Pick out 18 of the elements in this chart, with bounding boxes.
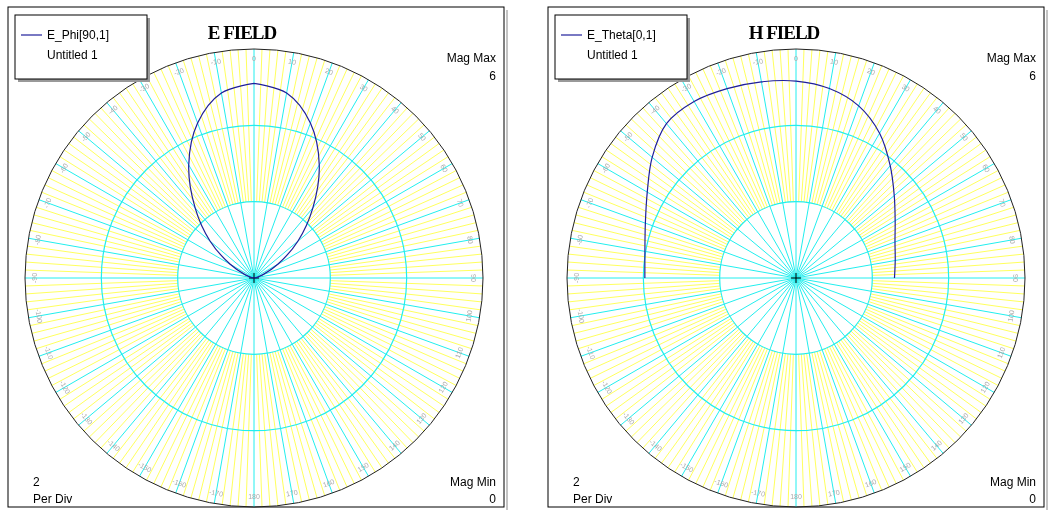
text: 6 [489,69,497,83]
chart-title: H FIELD [748,22,820,43]
text: 0 [1029,492,1037,506]
text: Mag Min [989,475,1036,489]
legend-title: Untitled 1 [47,48,99,62]
legend-title: Untitled 1 [587,48,639,62]
chart-title: E FIELD [207,22,277,43]
text: 2 [33,475,40,489]
text: Mag Max [986,51,1036,65]
text: 2 [573,475,580,489]
text: Mag Max [446,51,496,65]
text: 0 [489,492,497,506]
legend-label: E_Phi[90,1] [47,28,110,42]
text: 6 [1029,69,1037,83]
text: Per Div [573,492,613,506]
text: Mag Min [449,475,496,489]
text: Per Div [33,492,73,506]
legend-label: E_Theta[0,1] [587,28,656,42]
